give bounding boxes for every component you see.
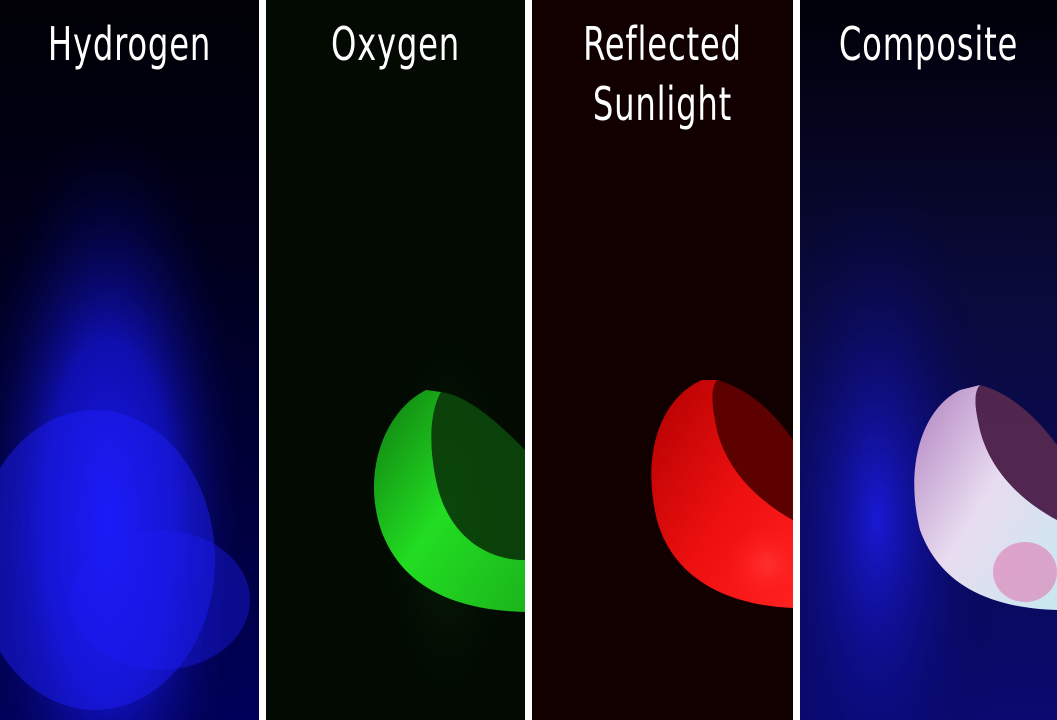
panel-divider (793, 0, 800, 720)
panel-divider (525, 0, 532, 720)
oxygen-image (266, 0, 525, 720)
panel-oxygen: Oxygen (266, 0, 525, 720)
panel-reflected-sunlight: Reflected Sunlight (532, 0, 793, 720)
panel-label-hydrogen: Hydrogen (47, 17, 212, 71)
panel-composite: Composite (800, 0, 1057, 720)
hydrogen-image (0, 0, 259, 720)
panel-hydrogen: Hydrogen (0, 0, 259, 720)
panel-label-reflected-sunlight: Reflected Sunlight (583, 17, 742, 131)
reflected-sunlight-image (532, 0, 793, 720)
panel-label-composite: Composite (838, 17, 1019, 71)
panel-label-oxygen: Oxygen (330, 17, 461, 71)
panel-divider (259, 0, 266, 720)
composite-image (800, 0, 1057, 720)
